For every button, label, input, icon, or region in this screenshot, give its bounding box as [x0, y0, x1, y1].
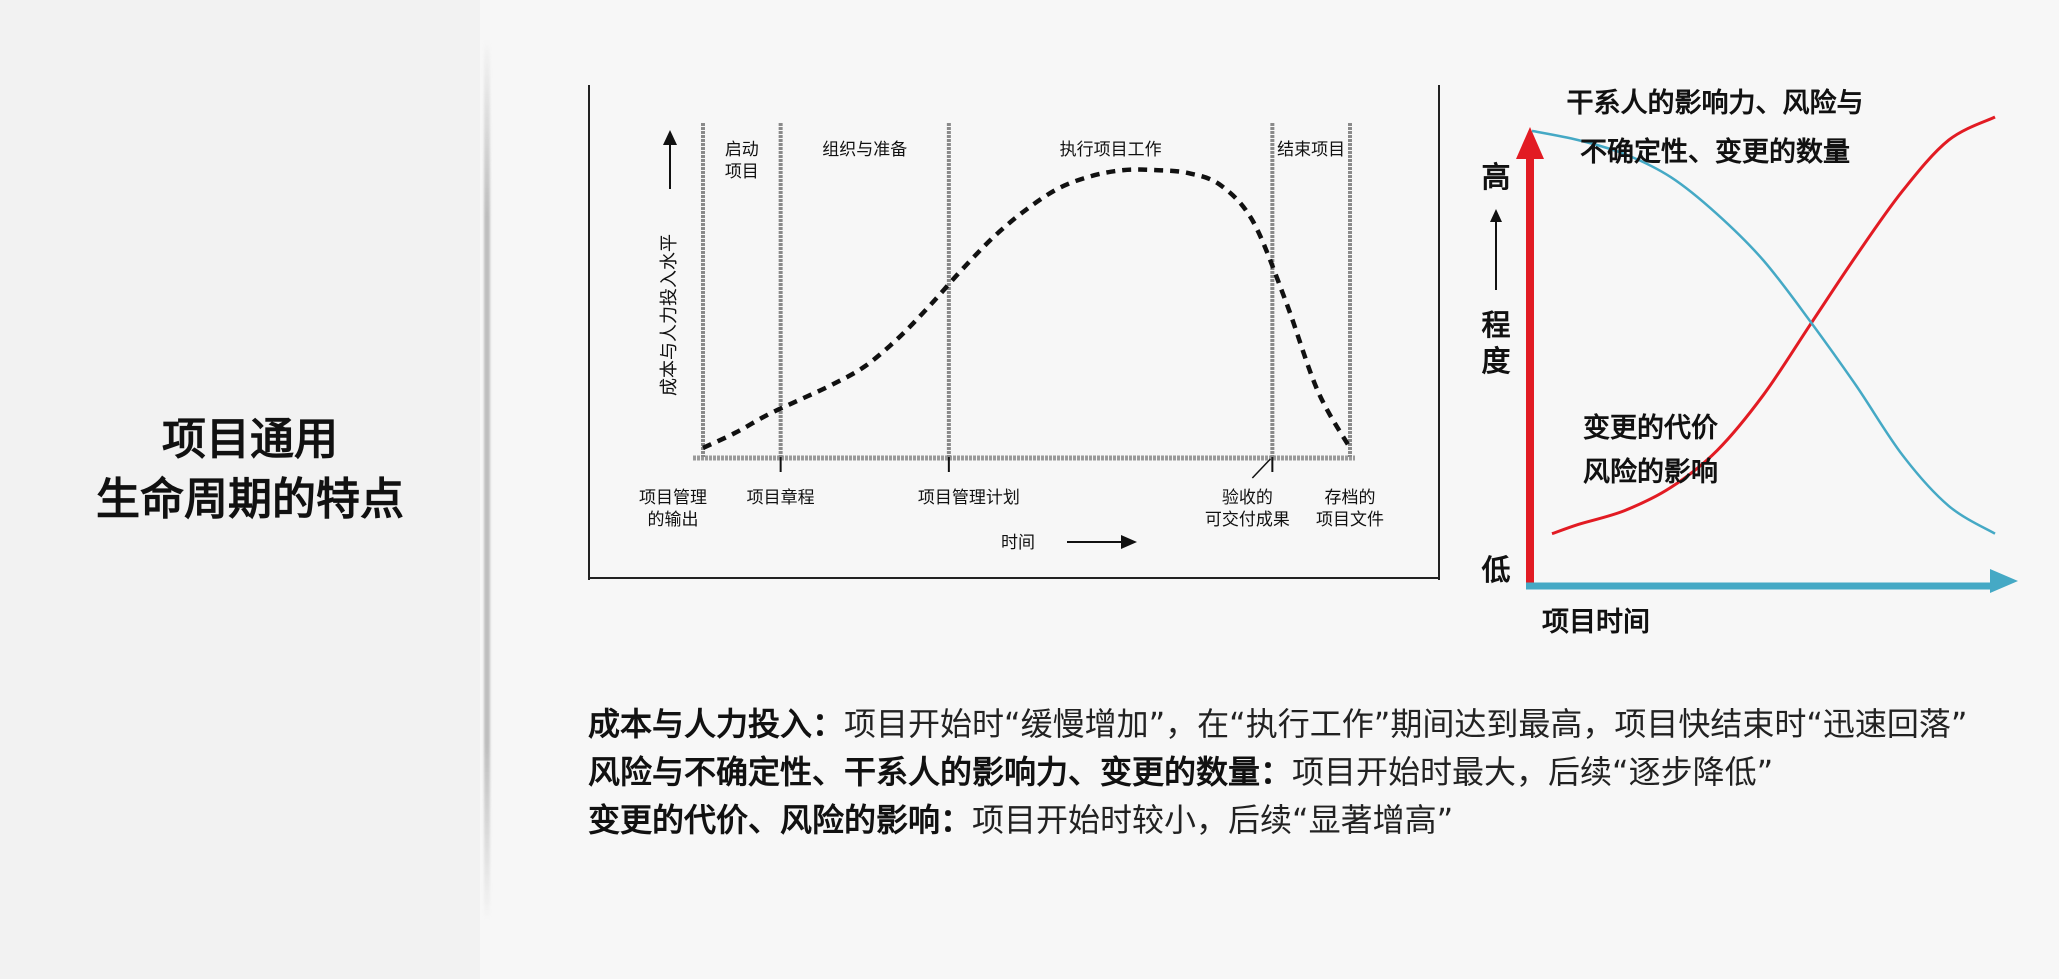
- series-label-line1: 变更的代价: [1583, 412, 1719, 444]
- milestone-label: 可交付成果: [1205, 510, 1290, 530]
- cost-of-change-curve: [1551, 115, 1996, 536]
- chart2-series: [1531, 115, 1996, 536]
- milestone-label: 项目文件: [1316, 510, 1384, 530]
- cost-staffing-curve: [702, 167, 1352, 450]
- milestone-label: 的输出: [648, 510, 699, 530]
- slide-title-line1: 项目通用: [162, 414, 338, 465]
- phase-label: 结束项目: [1277, 140, 1345, 160]
- phase-label: 执行项目工作: [1060, 140, 1162, 160]
- y-label-mid1: 程: [1481, 308, 1510, 342]
- vertical-divider: [484, 40, 490, 920]
- x-axis-label: 时间: [1001, 533, 1035, 553]
- milestone-label: 存档的: [1325, 488, 1376, 508]
- y-label-arrowhead: [1490, 209, 1502, 222]
- note-3: 变更的代价、风险的影响：项目开始时较小，后续“显著增高”: [588, 796, 2028, 844]
- y-axis-arrowhead: [663, 130, 677, 145]
- phase-label: 启动: [725, 140, 759, 160]
- y-axis-label: 成本与人力投入水平: [659, 234, 680, 396]
- phase-label: 项目: [725, 162, 759, 182]
- y-axis-arrowhead: [1516, 127, 1544, 159]
- chart2-axes: [1516, 127, 2018, 593]
- note-2-text: 项目开始时最大，后续“逐步降低”: [1292, 753, 1774, 791]
- x-axis-arrowhead: [1990, 569, 2018, 593]
- note-2: 风险与不确定性、干系人的影响力、变更的数量：项目开始时最大，后续“逐步降低”: [588, 748, 2028, 796]
- y-label-mid2: 度: [1481, 344, 1510, 378]
- milestone-label: 项目管理计划: [918, 488, 1020, 508]
- chart2-title-line2: 不确定性、变更的数量: [1580, 136, 1850, 168]
- title-panel: [0, 0, 480, 979]
- milestone-label: 项目管理: [639, 488, 707, 508]
- slide-title-line2: 生命周期的特点: [96, 474, 404, 525]
- chart1-series: [702, 167, 1352, 450]
- note-3-label: 变更的代价、风险的影响：: [588, 801, 973, 839]
- note-2-label: 风险与不确定性、干系人的影响力、变更的数量：: [588, 753, 1293, 791]
- influence-risk-curve: [1531, 129, 1996, 535]
- chart1-phase-lines: [701, 123, 1352, 457]
- series-label-line2: 风险的影响: [1583, 456, 1718, 488]
- note-3-text: 项目开始时较小，后续“显著增高”: [972, 801, 1454, 839]
- y-label-high: 高: [1481, 160, 1510, 194]
- slide-title: 项目通用 生命周期的特点: [40, 410, 460, 530]
- milestone-label: 项目章程: [747, 488, 815, 508]
- note-1: 成本与人力投入：项目开始时“缓慢增加”，在“执行工作”期间达到最高，项目快结束时…: [588, 700, 2028, 748]
- y-label-low: 低: [1480, 553, 1510, 587]
- notes-block: 成本与人力投入：项目开始时“缓慢增加”，在“执行工作”期间达到最高，项目快结束时…: [588, 700, 2028, 844]
- deliverable-pointer: [1251, 458, 1271, 479]
- x-axis-label: 项目时间: [1542, 607, 1650, 638]
- x-axis-arrowhead: [1121, 535, 1137, 549]
- note-1-label: 成本与人力投入：: [588, 705, 845, 743]
- chart2-title-line1: 干系人的影响力、风险与: [1567, 87, 1864, 119]
- note-1-text: 项目开始时“缓慢增加”，在“执行工作”期间达到最高，项目快结束时“迅速回落”: [844, 705, 1968, 743]
- phase-label: 组织与准备: [822, 140, 907, 160]
- milestone-label: 验收的: [1222, 488, 1273, 508]
- chart1-frame: [588, 85, 1440, 580]
